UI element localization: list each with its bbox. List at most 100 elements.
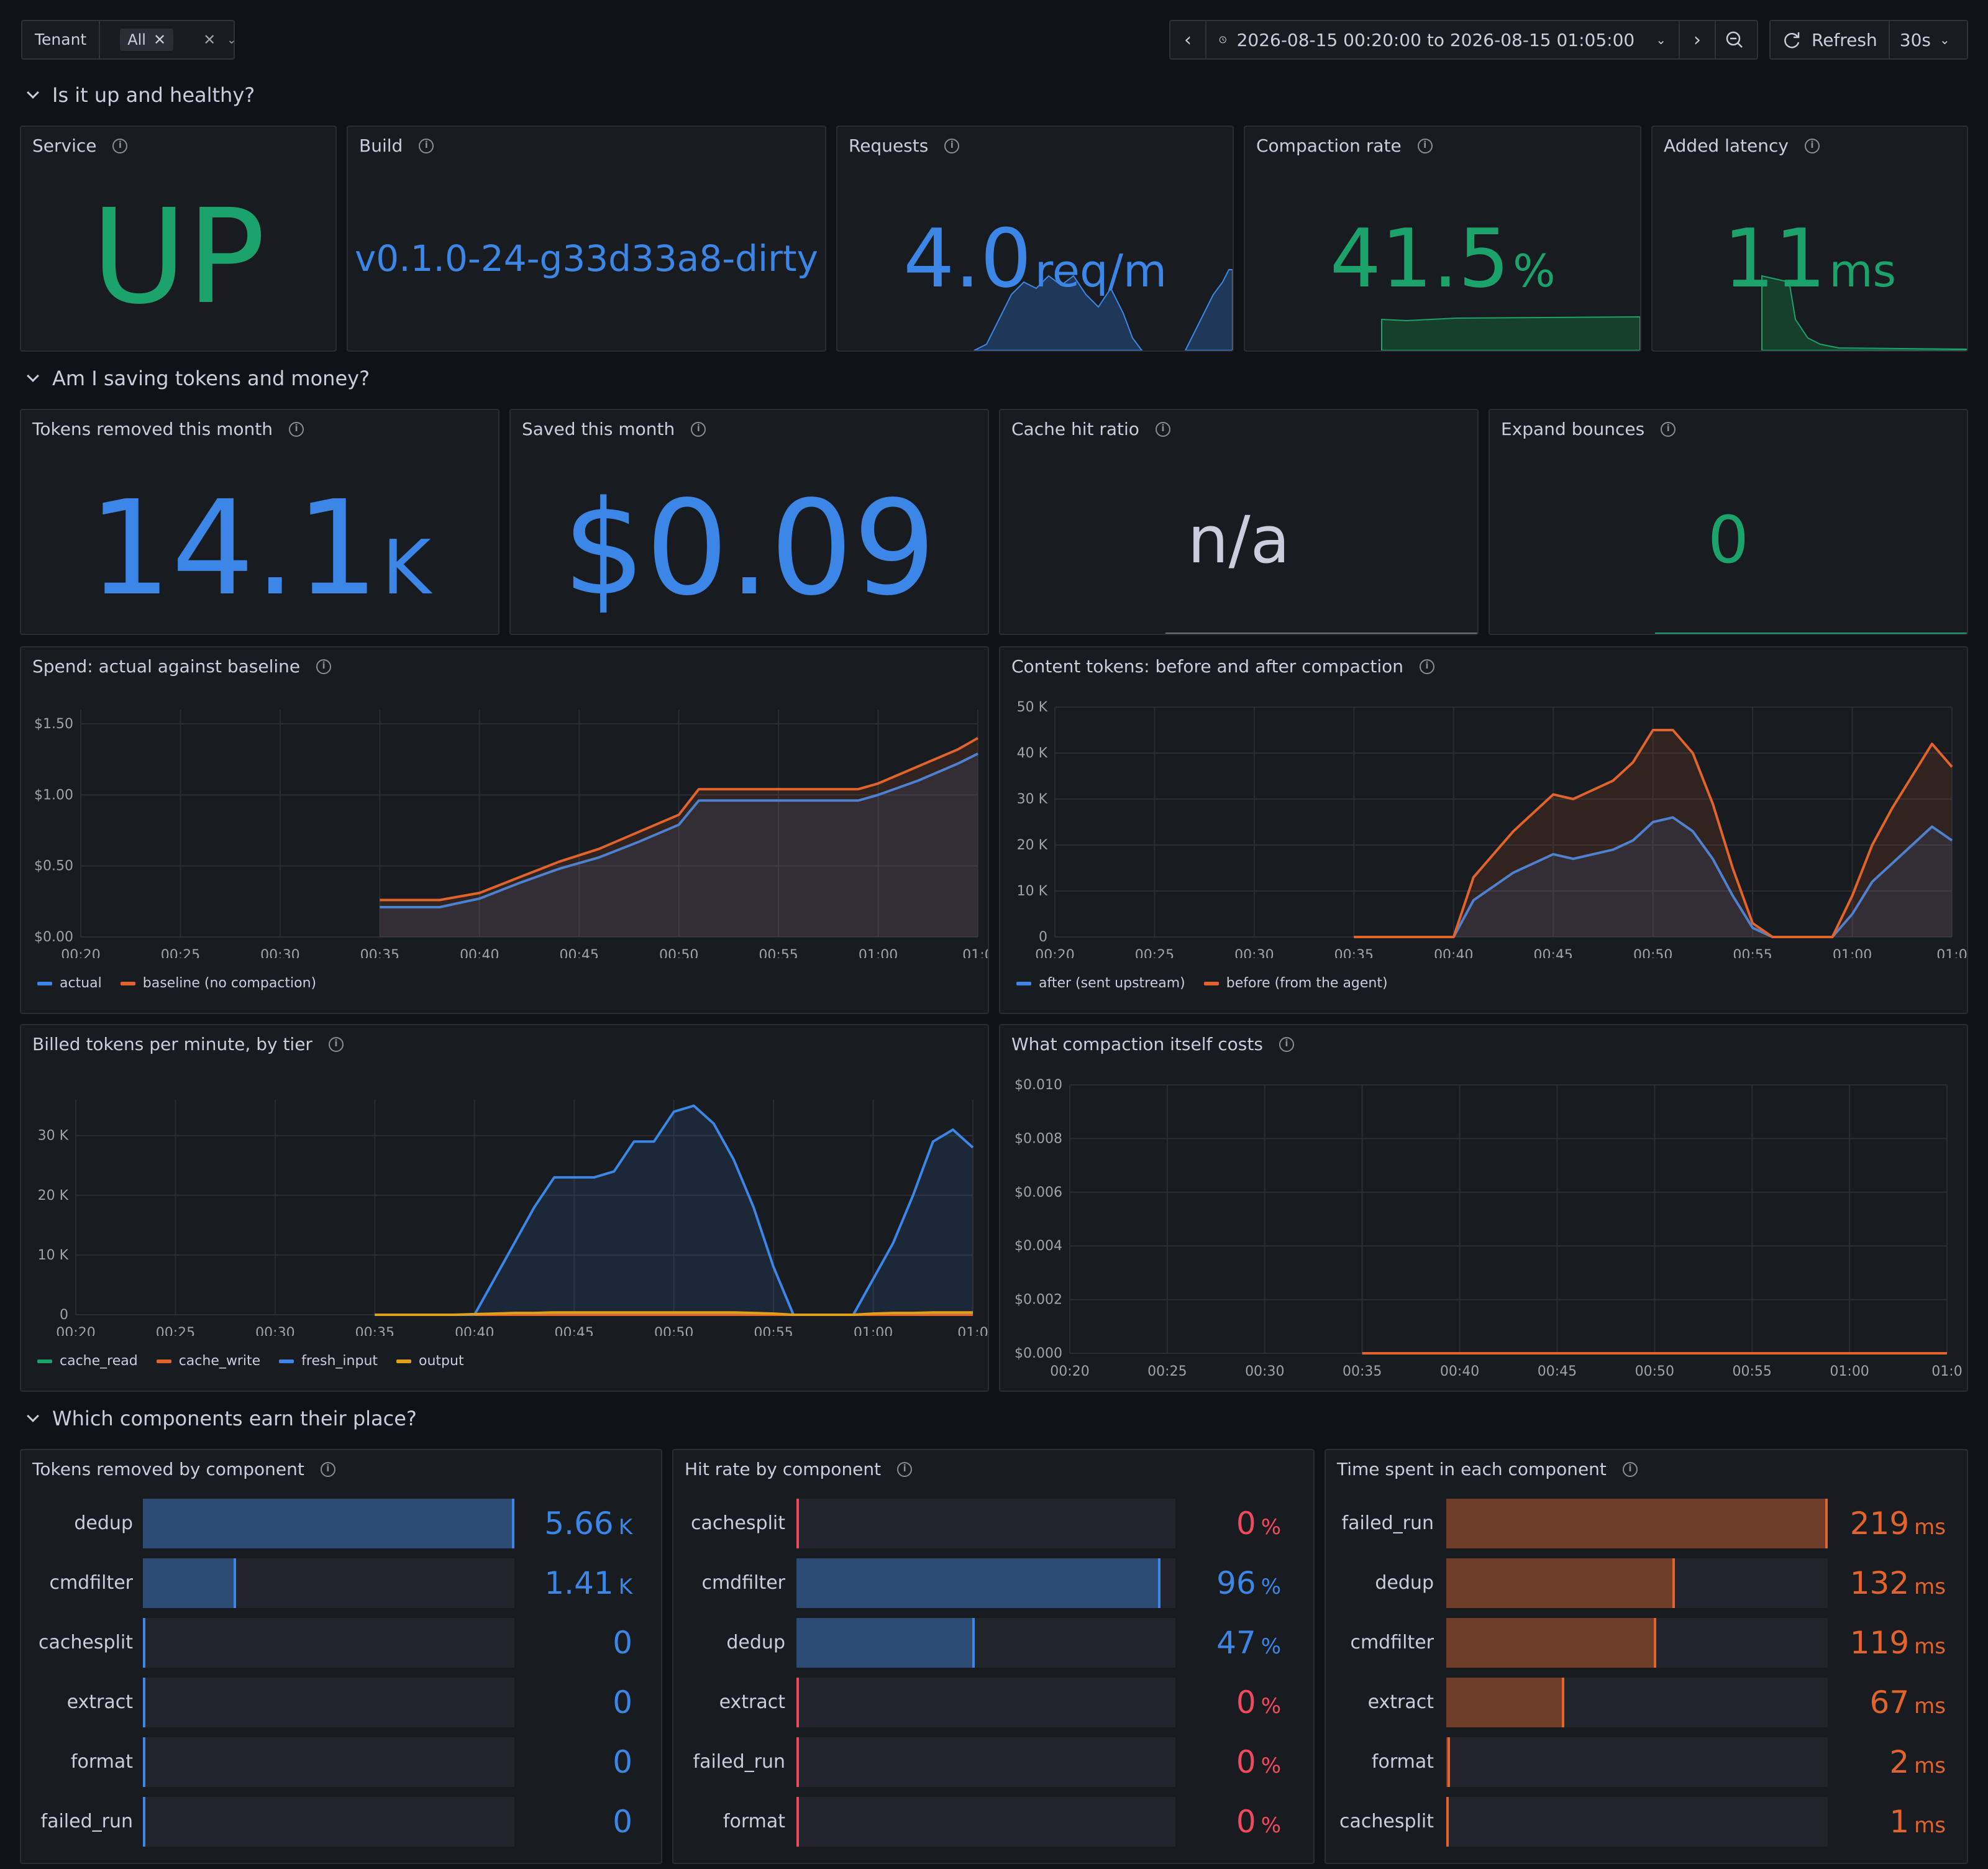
legend-label: fresh_input xyxy=(301,1353,378,1369)
section-title: Am I saving tokens and money? xyxy=(52,367,370,390)
requests-value: 4.0 req/m xyxy=(837,211,1233,306)
latency-unit: ms xyxy=(1829,245,1897,297)
refresh-label: Refresh xyxy=(1812,29,1877,50)
bar-fill xyxy=(796,1797,799,1847)
bar-label: format xyxy=(1371,1751,1434,1773)
clear-icon[interactable]: ✕ xyxy=(203,31,216,48)
bar-fill xyxy=(796,1558,1160,1608)
build-panel: Build v0.1.0-24-g33d33a8-dirty xyxy=(347,126,826,352)
info-icon[interactable] xyxy=(1279,1036,1294,1052)
series-line xyxy=(380,737,978,902)
latency-value: 11 ms xyxy=(1653,211,1967,306)
x-tick-label: 00:35 xyxy=(1343,1364,1382,1379)
x-tick-label: 00:40 xyxy=(1434,948,1473,958)
bar-label: failed_run xyxy=(693,1751,785,1773)
info-icon[interactable] xyxy=(1419,659,1434,674)
time-range-picker[interactable]: 2026-08-15 00:20:00 to 2026-08-15 01:05:… xyxy=(1206,30,1679,50)
refresh-interval: 30s xyxy=(1899,29,1931,50)
y-tick-label: $0.002 xyxy=(1015,1292,1062,1308)
cache-hit-value: n/a xyxy=(1187,502,1290,578)
info-icon[interactable] xyxy=(1417,138,1433,153)
legend-item[interactable]: cache_write xyxy=(156,1353,260,1369)
info-icon[interactable] xyxy=(1661,421,1676,437)
refresh-interval-picker[interactable]: 30s ⌄ xyxy=(1890,30,1960,50)
info-icon[interactable] xyxy=(897,1461,913,1477)
x-tick-label: 00:50 xyxy=(659,948,698,958)
info-icon[interactable] xyxy=(316,659,332,674)
y-tick-label: 20 K xyxy=(1017,838,1048,853)
chevron-down-icon xyxy=(27,1410,39,1422)
legend-item[interactable]: baseline (no compaction) xyxy=(120,976,316,991)
info-icon[interactable] xyxy=(112,138,128,153)
section-title: Is it up and healthy? xyxy=(52,83,255,107)
time-back-button[interactable]: ‹ xyxy=(1184,29,1192,51)
tenant-chip[interactable]: All ✕ xyxy=(120,29,174,51)
legend-swatch xyxy=(279,1359,294,1363)
tokens-removed-panel: Tokens removed this month 14.1 K xyxy=(20,409,499,635)
legend-label: output xyxy=(419,1353,464,1369)
time-forward-button[interactable]: › xyxy=(1694,29,1701,51)
legend-item[interactable]: before (from the agent) xyxy=(1203,976,1388,991)
panel-title: What compaction itself costs xyxy=(1011,1034,1263,1054)
x-tick-label: 00:50 xyxy=(1635,1364,1674,1379)
info-icon[interactable] xyxy=(1622,1461,1638,1477)
y-tick-label: 40 K xyxy=(1017,746,1048,761)
bar-fill xyxy=(143,1797,145,1847)
bar-value: 0 xyxy=(613,1744,632,1780)
x-tick-label: 01:0 xyxy=(962,948,988,958)
bar-row: dedup 132 ms xyxy=(1326,1558,1967,1608)
section-savings-header[interactable]: Am I saving tokens and money? xyxy=(27,367,370,390)
x-tick-label: 00:40 xyxy=(1440,1364,1479,1379)
legend-item[interactable]: after (sent upstream) xyxy=(1016,976,1185,991)
bar-track xyxy=(1446,1499,1828,1548)
bar-label: extract xyxy=(66,1691,133,1713)
hitrate-by-component-panel: Hit rate by component cachesplit 0% cmdfil… xyxy=(672,1449,1315,1864)
billed-legend: cache_read cache_write fresh_input output xyxy=(37,1353,464,1369)
y-tick-label: $0.00 xyxy=(34,930,73,945)
info-icon[interactable] xyxy=(944,138,960,153)
spend-chart-panel: Spend: actual against baseline $0.00 $0.5… xyxy=(20,646,989,1014)
remove-chip-icon[interactable]: ✕ xyxy=(153,31,166,48)
refresh-button[interactable]: Refresh xyxy=(1771,21,1890,58)
compaction-value: 41.5 % xyxy=(1245,211,1640,306)
chevron-down-icon[interactable]: ⌄ xyxy=(227,33,237,47)
legend-item[interactable]: output xyxy=(396,1353,464,1369)
tenant-variable[interactable]: Tenant All ✕ ✕ ⌄ xyxy=(21,20,237,60)
expand-bounces-value: 0 xyxy=(1707,502,1749,578)
info-icon[interactable] xyxy=(320,1461,335,1477)
chevron-down-icon xyxy=(27,86,39,99)
bar-value: 0% xyxy=(1236,1744,1281,1780)
legend-item[interactable]: actual xyxy=(37,976,102,991)
bar-fill xyxy=(1446,1737,1451,1787)
x-tick-label: 00:45 xyxy=(555,1325,594,1336)
bar-fill xyxy=(796,1499,799,1548)
series-line xyxy=(1354,729,1953,938)
legend-label: after (sent upstream) xyxy=(1039,976,1185,991)
info-icon[interactable] xyxy=(419,138,434,153)
panel-title: Hit rate by component xyxy=(685,1459,882,1479)
y-tick-label: 30 K xyxy=(1017,792,1048,807)
chevron-down-icon xyxy=(27,370,39,382)
info-icon[interactable] xyxy=(328,1036,344,1052)
x-tick-label: 00:30 xyxy=(1234,948,1274,958)
section-components-header[interactable]: Which components earn their place? xyxy=(27,1407,417,1430)
info-icon[interactable] xyxy=(691,421,706,437)
info-icon[interactable] xyxy=(289,421,304,437)
bar-value: 96% xyxy=(1216,1565,1281,1601)
y-tick-label: $0.010 xyxy=(1015,1077,1062,1093)
time-bar-gauge: failed_run 219 ms dedup 132 ms cmdfilter 119 ms e… xyxy=(1326,1499,1967,1859)
x-tick-label: 00:20 xyxy=(1050,1364,1089,1379)
info-icon[interactable] xyxy=(1155,421,1170,437)
bar-fill xyxy=(143,1737,145,1787)
legend-item[interactable]: fresh_input xyxy=(279,1353,378,1369)
bar-fill xyxy=(796,1737,799,1787)
compaction-unit: % xyxy=(1513,245,1556,297)
content-chart: 0 10 K 20 K 30 K 40 K 50 K 00:20 00:25 00:30 00:3… xyxy=(1017,700,1967,958)
bar-value: 0 xyxy=(613,1625,632,1661)
bar-value: 47% xyxy=(1216,1625,1281,1661)
zoom-out-button[interactable] xyxy=(1716,30,1753,50)
legend-item[interactable]: cache_read xyxy=(37,1353,138,1369)
content-chart-panel: Content tokens: before and after compact… xyxy=(999,646,1968,1014)
section-health-header[interactable]: Is it up and healthy? xyxy=(27,83,255,107)
info-icon[interactable] xyxy=(1804,138,1820,153)
